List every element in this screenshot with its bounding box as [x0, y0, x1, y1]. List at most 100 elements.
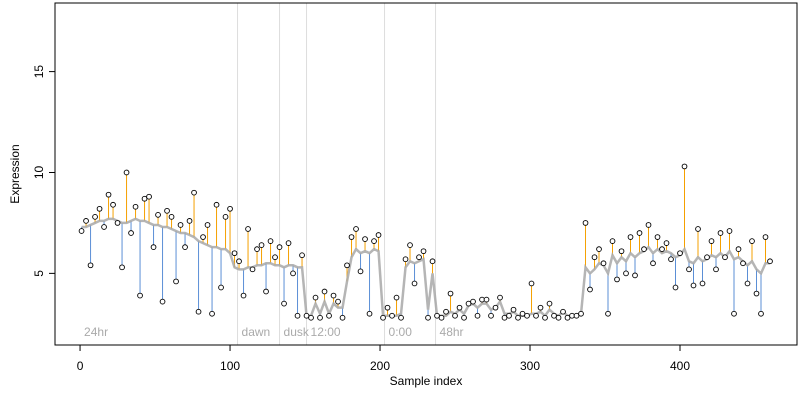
data-point: [551, 312, 557, 319]
data-point: [515, 314, 521, 321]
data-point: [308, 314, 314, 321]
data-point: [483, 296, 490, 303]
data-point: [92, 214, 98, 220]
data-point: [362, 236, 368, 242]
x-tick-label: 200: [370, 359, 390, 373]
data-point: [429, 258, 436, 265]
data-point: [443, 308, 449, 315]
data-point: [582, 220, 589, 226]
data-point: [591, 254, 598, 261]
data-point: [389, 312, 395, 319]
data-point: [78, 228, 85, 234]
data-point: [303, 312, 310, 319]
data-point: [357, 268, 364, 275]
data-point: [456, 304, 463, 311]
data-point: [474, 312, 481, 319]
data-point: [258, 242, 265, 248]
data-point: [416, 254, 422, 261]
phase-label: 48hr: [440, 325, 464, 339]
data-point: [564, 314, 571, 321]
data-point: [735, 246, 742, 253]
data-point: [209, 310, 215, 317]
data-point: [195, 308, 202, 315]
x-axis-label: Sample index: [390, 374, 463, 388]
data-point: [560, 308, 566, 315]
data-point: [492, 304, 499, 311]
data-point: [348, 234, 355, 240]
data-point: [290, 270, 296, 277]
data-point: [596, 246, 602, 253]
data-point: [438, 314, 445, 321]
data-point: [101, 224, 107, 230]
data-point: [465, 300, 472, 307]
data-point: [497, 294, 503, 301]
data-point: [470, 298, 476, 305]
data-point: [641, 246, 647, 253]
data-point: [749, 238, 755, 244]
data-point: [740, 260, 746, 267]
data-point: [434, 312, 440, 319]
phase-label: 24hr: [84, 325, 108, 339]
data-point: [393, 294, 400, 301]
data-point: [114, 220, 121, 226]
data-point: [722, 254, 728, 261]
data-point: [663, 240, 670, 246]
data-point: [645, 222, 652, 228]
data-point: [254, 246, 260, 253]
data-point: [519, 310, 526, 317]
x-tick-label: 400: [670, 359, 690, 373]
data-point: [632, 272, 638, 279]
phase-label: 12:00: [311, 325, 341, 339]
data-point: [528, 280, 535, 287]
data-point: [245, 226, 251, 232]
data-point: [200, 234, 206, 240]
data-point: [452, 312, 458, 319]
data-point: [708, 238, 715, 244]
data-point: [371, 238, 377, 244]
data-point: [186, 218, 193, 224]
data-point: [276, 244, 283, 250]
data-point: [407, 242, 413, 248]
data-point: [578, 310, 584, 317]
data-point: [447, 290, 454, 297]
data-point: [182, 244, 188, 250]
y-tick-label: 15: [32, 65, 46, 79]
y-tick-label: 5: [32, 270, 46, 277]
plot-frame: [54, 2, 798, 346]
data-point: [731, 310, 737, 317]
data-point: [546, 300, 553, 307]
data-point: [681, 163, 688, 170]
data-point: [335, 298, 341, 305]
data-point: [312, 294, 319, 301]
data-point: [506, 312, 512, 319]
data-point: [339, 314, 346, 321]
data-point: [123, 169, 130, 176]
data-point: [713, 266, 719, 273]
data-point: [155, 212, 161, 218]
x-tick-label: 100: [220, 359, 240, 373]
data-point: [537, 304, 544, 311]
data-point: [231, 250, 238, 257]
data-point: [83, 218, 89, 224]
data-point: [717, 230, 724, 236]
data-point: [141, 195, 148, 202]
data-point: [263, 288, 269, 295]
data-point: [272, 254, 278, 261]
data-point: [501, 314, 508, 321]
y-tick-label: 10: [32, 165, 46, 179]
data-point: [236, 258, 242, 265]
data-point: [695, 226, 701, 232]
data-point: [542, 314, 548, 321]
data-point: [762, 234, 769, 240]
data-point: [636, 230, 643, 236]
data-point: [380, 314, 386, 321]
data-point: [299, 252, 305, 259]
data-point: [587, 286, 593, 293]
data-point: [704, 254, 710, 261]
data-point: [677, 250, 683, 257]
data-point: [281, 300, 287, 307]
y-axis-label: Expression: [8, 144, 22, 203]
data-point: [614, 276, 620, 283]
